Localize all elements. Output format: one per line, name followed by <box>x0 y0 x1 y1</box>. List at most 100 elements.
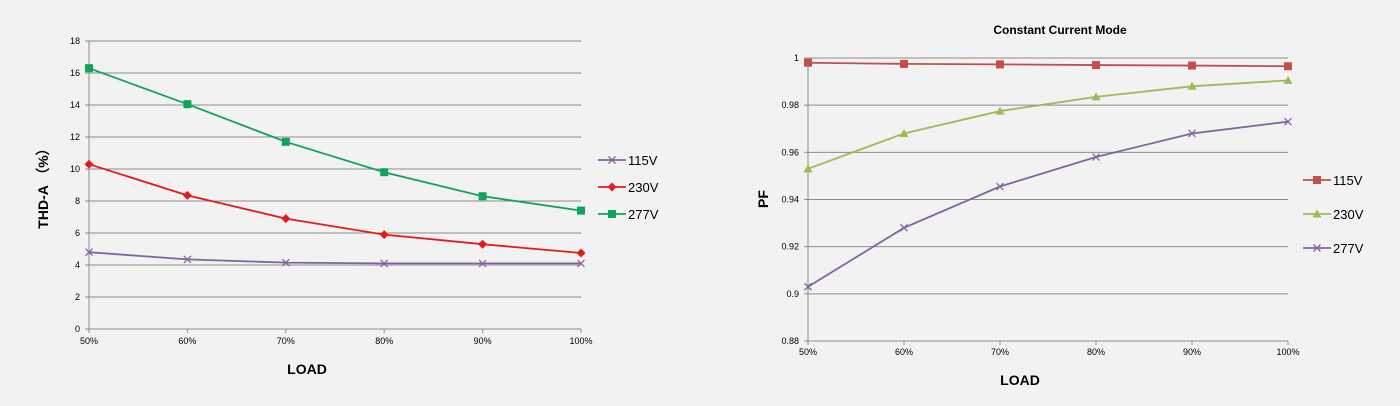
x-tick-label: 100% <box>569 336 592 346</box>
y-tick-label: 6 <box>75 228 80 238</box>
data-point <box>1187 81 1197 90</box>
legend-marker <box>1313 244 1321 252</box>
data-point <box>182 190 192 200</box>
series-line <box>807 79 1289 170</box>
data-point <box>478 259 487 268</box>
y-tick-label: 0.9 <box>786 289 799 299</box>
y-axis-title: THD-A （%） <box>35 141 51 228</box>
data-point <box>1284 117 1292 126</box>
data-point <box>804 282 812 291</box>
legend-marker <box>607 182 617 192</box>
chart-1: 0 2 4 6 8 10 12 14 16 18 50% 60% 70% 80% 90% 100% LOAD TH… <box>35 36 659 377</box>
legend-marker <box>608 210 616 218</box>
y-tick-label: 10 <box>70 164 80 174</box>
data-point <box>281 137 290 146</box>
series-line <box>88 251 581 265</box>
legend-label: 277V <box>1333 241 1364 256</box>
y-tick-label: 12 <box>70 132 80 142</box>
legend-entry: 115V <box>1303 173 1363 188</box>
x-axis-title: LOAD <box>287 361 327 377</box>
series-line <box>807 120 1289 288</box>
data-point <box>1091 92 1101 101</box>
legend-label: 230V <box>628 180 659 195</box>
data-point <box>380 259 389 268</box>
data-point <box>281 214 291 224</box>
legend-label: 115V <box>1333 173 1363 188</box>
data-point <box>85 248 93 257</box>
series-line <box>88 67 582 212</box>
data-point <box>1188 129 1196 138</box>
x-tick-label: 70% <box>991 347 1009 357</box>
data-point <box>1092 61 1100 70</box>
y-tick-label: 2 <box>75 292 80 302</box>
y-tick-label: 8 <box>75 196 80 206</box>
data-point <box>900 59 908 68</box>
series-115V <box>85 248 585 268</box>
y-tick-label: 1 <box>794 53 799 63</box>
y-axis-title: PF <box>755 190 771 208</box>
x-tick-label: 80% <box>375 336 393 346</box>
data-point <box>1283 75 1293 84</box>
legend-entry: 230V <box>598 180 659 195</box>
data-point <box>803 164 813 173</box>
series-230V <box>803 75 1293 173</box>
series-115V <box>804 58 1292 71</box>
y-tick-label: 18 <box>70 36 80 46</box>
series-277V <box>85 64 585 215</box>
data-point <box>899 128 909 137</box>
legend-entry: 230V <box>1303 207 1364 222</box>
data-point <box>478 192 487 201</box>
x-tick-label: 60% <box>178 336 196 346</box>
data-point <box>1188 61 1196 70</box>
data-point <box>996 182 1004 191</box>
x-tick-label: 100% <box>1276 347 1299 357</box>
legend-label: 115V <box>628 153 658 168</box>
x-tick-label: 70% <box>277 336 295 346</box>
y-tick-label: 0.98 <box>781 100 799 110</box>
data-point <box>996 60 1004 69</box>
data-point <box>183 255 192 264</box>
legend-label: 230V <box>1333 207 1364 222</box>
y-tick-label: 0.88 <box>781 336 799 346</box>
data-point <box>995 106 1005 115</box>
data-point <box>576 248 586 258</box>
x-tick-label: 90% <box>1183 347 1201 357</box>
x-tick-label: 60% <box>895 347 913 357</box>
data-point <box>379 230 389 240</box>
x-tick-label: 80% <box>1087 347 1105 357</box>
y-tick-label: 4 <box>75 260 80 270</box>
data-point <box>1284 62 1292 71</box>
y-tick-label: 0.96 <box>781 147 799 157</box>
legend-entry: 115V <box>598 153 658 168</box>
legend-label: 277V <box>628 207 659 222</box>
series-230V <box>84 159 586 258</box>
series-line <box>88 163 582 254</box>
chart-title: Constant Current Mode <box>993 23 1127 37</box>
x-axis-title: LOAD <box>1000 372 1040 388</box>
y-tick-label: 0 <box>75 324 80 334</box>
x-tick-label: 50% <box>80 336 98 346</box>
data-point <box>900 223 908 232</box>
data-point <box>380 168 389 177</box>
data-point <box>84 159 94 169</box>
data-point <box>577 259 585 268</box>
x-tick-label: 50% <box>799 347 817 357</box>
chart-2: 0.88 0.9 0.92 0.94 0.96 0.98 1 50% 60% 70% 80% 90% 1… <box>755 23 1364 388</box>
y-tick-label: 16 <box>70 68 80 78</box>
data-point <box>183 100 192 109</box>
data-point <box>281 258 290 267</box>
legend-marker <box>1312 209 1322 218</box>
x-tick-label: 90% <box>474 336 492 346</box>
y-tick-label: 0.92 <box>781 242 799 252</box>
data-point <box>478 239 488 249</box>
y-tick-label: 14 <box>70 100 80 110</box>
data-point <box>804 58 812 67</box>
legend-entry: 277V <box>598 207 659 222</box>
data-point <box>1092 153 1100 162</box>
legend-marker <box>608 156 616 164</box>
legend-entry: 277V <box>1303 241 1364 256</box>
series-line <box>807 61 1289 68</box>
data-point <box>85 64 93 73</box>
